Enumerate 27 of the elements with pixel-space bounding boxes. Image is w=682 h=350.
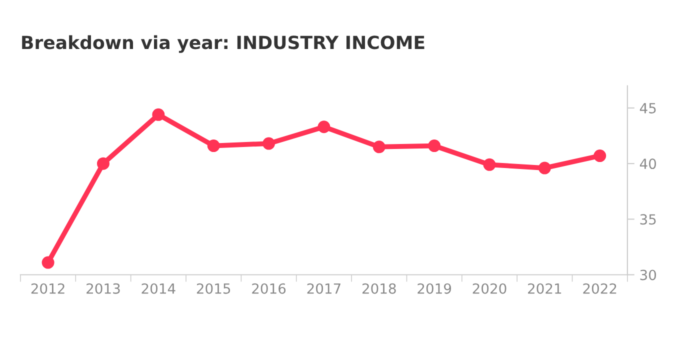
chart-title: Breakdown via year: INDUSTRY INCOME <box>22 35 424 53</box>
x-tick-label: 2012 <box>31 283 64 294</box>
x-tick-label: 2017 <box>307 283 340 294</box>
x-tick-label: 2016 <box>252 283 286 294</box>
point <box>152 108 165 121</box>
point <box>318 120 330 134</box>
point <box>96 157 110 170</box>
y-tick-label: 40 <box>640 158 656 170</box>
y-tick-label: 45 <box>640 103 656 114</box>
x-tick-label: 2021 <box>528 283 562 294</box>
x-tick-label: 2022 <box>583 283 616 294</box>
point <box>428 140 441 152</box>
point <box>594 150 606 162</box>
point <box>372 140 386 154</box>
x-tick-label: 2015 <box>196 283 230 294</box>
x-tick-label: 2020 <box>472 283 506 294</box>
x-tick-label: 2013 <box>86 283 120 294</box>
point <box>207 140 220 152</box>
y-tick-label: 35 <box>640 214 656 225</box>
x-tick-label: 2019 <box>418 283 452 294</box>
x-tick-label: 2018 <box>362 283 396 294</box>
point <box>538 162 551 174</box>
y-tick-label: 30 <box>640 270 656 280</box>
point <box>262 137 276 150</box>
point <box>483 158 496 171</box>
point <box>42 256 54 269</box>
x-tick-label: 2014 <box>142 283 176 294</box>
